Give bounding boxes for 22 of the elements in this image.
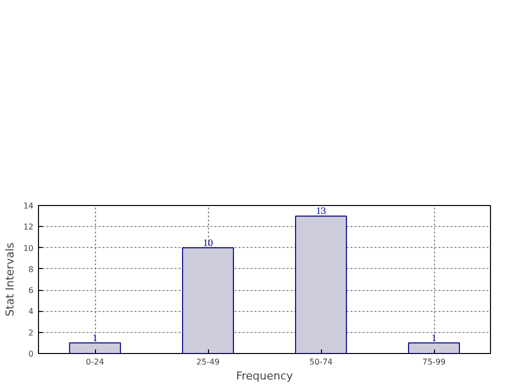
bar xyxy=(182,247,234,354)
bar xyxy=(295,216,347,354)
data-label: 1 xyxy=(432,332,436,344)
x-axis-title: Frequency xyxy=(236,370,294,382)
bar xyxy=(69,342,121,354)
y-tick-label: 12 xyxy=(23,222,34,232)
x-tick-label: 75-99 xyxy=(422,358,446,366)
y-tick-label: 10 xyxy=(23,244,34,253)
x-tick-label: 0-24 xyxy=(86,358,104,366)
x-tick-label: 25-49 xyxy=(196,358,220,366)
y-axis-title: Stat Intervals xyxy=(3,242,16,316)
data-label: 13 xyxy=(316,206,326,218)
data-label: 10 xyxy=(203,238,213,249)
y-tick-label: 6 xyxy=(28,286,34,296)
y-tick-label: 0 xyxy=(28,350,34,358)
y-tick-label: 8 xyxy=(28,264,34,274)
y-tick-label: 4 xyxy=(28,307,34,316)
x-tick-label: 50-74 xyxy=(309,358,333,366)
y-tick-label: 14 xyxy=(23,202,34,210)
data-label: 1 xyxy=(92,332,98,344)
bar xyxy=(408,342,460,354)
y-tick-label: 2 xyxy=(28,328,34,338)
